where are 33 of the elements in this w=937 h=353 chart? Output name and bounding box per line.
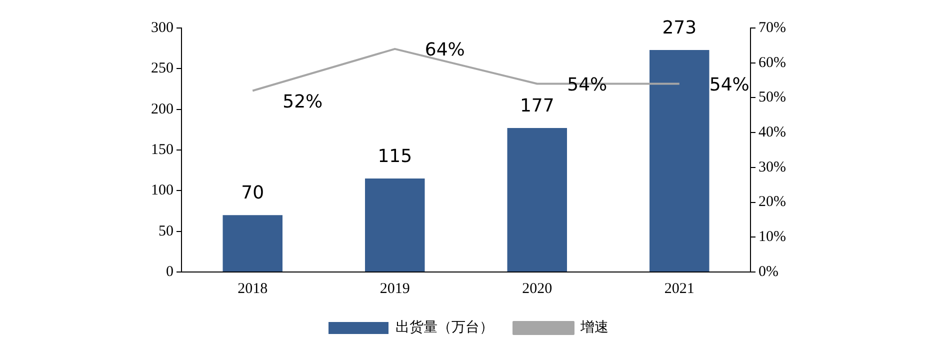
y-tick-label: 50 xyxy=(158,223,174,240)
y-tick-label: 150 xyxy=(151,142,174,158)
x-tick-label: 2019 xyxy=(380,280,410,297)
data-label: 52% xyxy=(282,91,323,112)
y-tick-label: 100 xyxy=(151,182,174,199)
bar xyxy=(365,178,425,272)
y-tick-label: 200 xyxy=(151,101,174,118)
y2-tick-label: 30% xyxy=(758,159,786,176)
y2-tick-label: 0% xyxy=(758,264,779,280)
y2-tick-label: 20% xyxy=(758,194,786,210)
y-tick-label: 300 xyxy=(151,20,174,36)
y-tick-label: 0 xyxy=(166,264,174,280)
data-label: 70 xyxy=(241,182,264,204)
y2-tick-label: 60% xyxy=(758,54,786,71)
legend-label: 增速 xyxy=(580,320,608,336)
y2-tick-label: 70% xyxy=(758,20,786,36)
legend-label: 出货量（万台） xyxy=(396,320,494,336)
data-label: 115 xyxy=(378,146,412,168)
x-tick-label: 2020 xyxy=(522,280,552,297)
y2-tick-label: 10% xyxy=(758,229,786,246)
y2-tick-label: 40% xyxy=(758,124,786,141)
x-tick-label: 2018 xyxy=(238,280,268,297)
bar xyxy=(222,215,282,272)
data-label: 64% xyxy=(424,40,465,61)
data-label: 54% xyxy=(567,74,608,96)
data-label: 54% xyxy=(709,74,750,96)
y2-tick-label: 50% xyxy=(758,90,786,106)
bar xyxy=(507,128,567,272)
bar xyxy=(650,50,710,272)
data-label: 273 xyxy=(662,18,697,39)
x-tick-label: 2021 xyxy=(664,280,694,297)
data-label: 177 xyxy=(520,96,554,117)
y-tick-label: 250 xyxy=(151,60,174,77)
